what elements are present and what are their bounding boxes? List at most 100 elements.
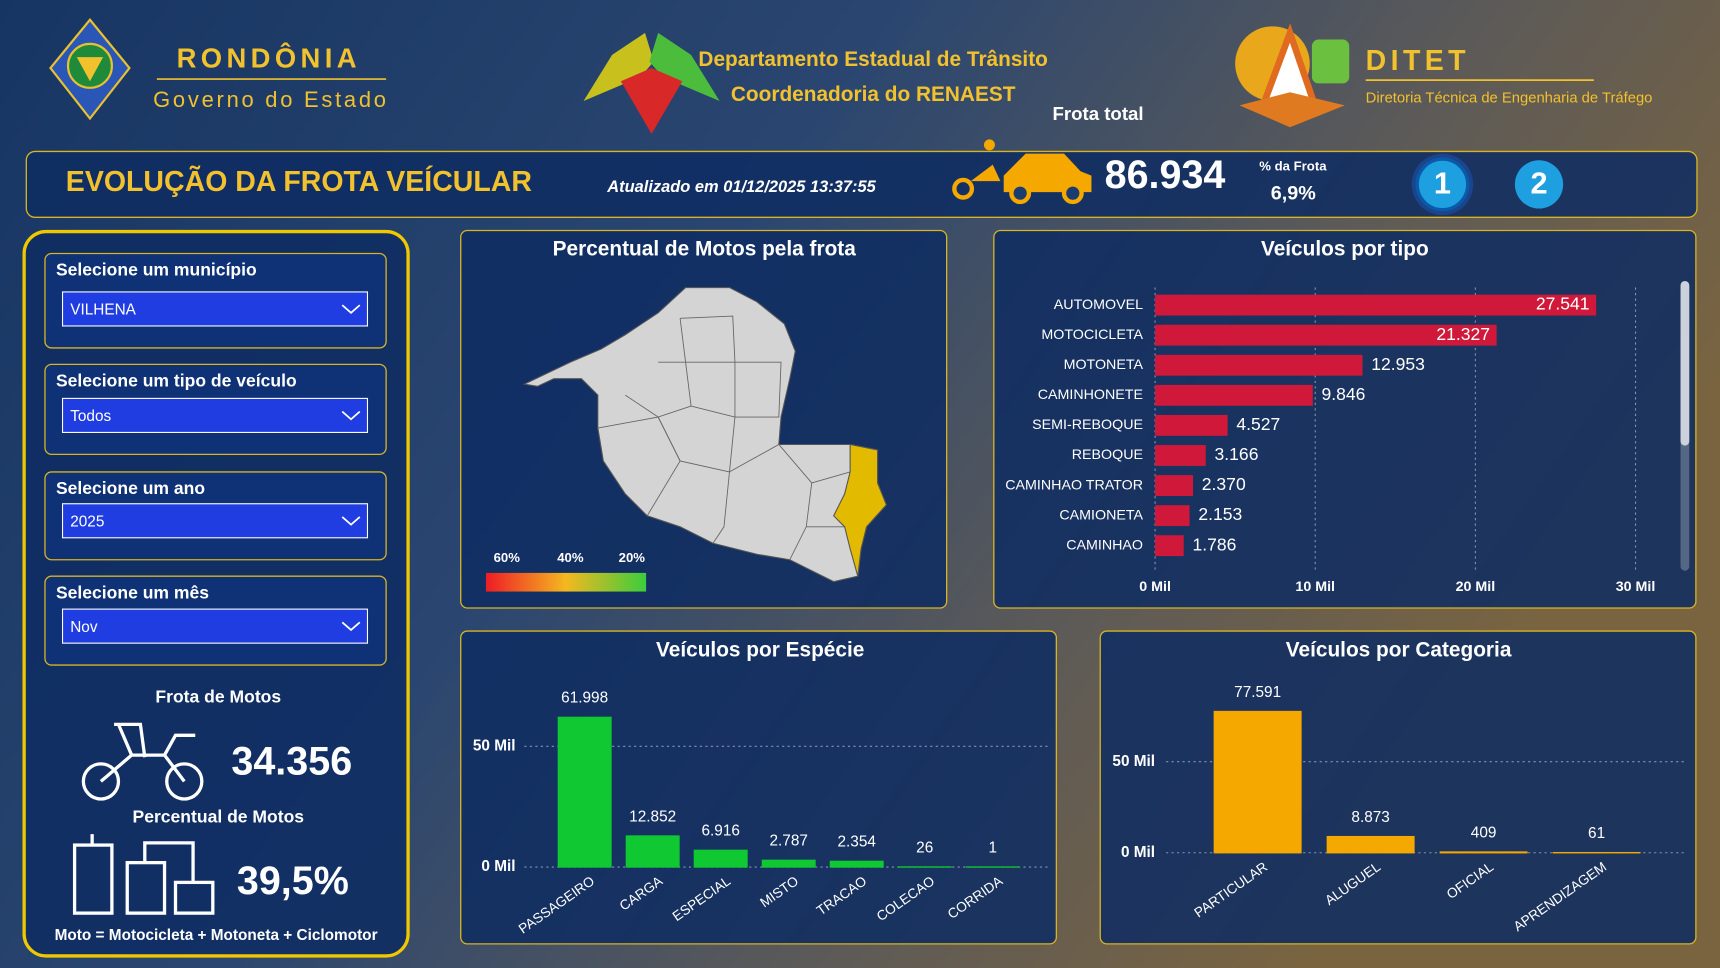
bar (1326, 835, 1415, 854)
chart-title: Veículos por Espécie (656, 638, 864, 661)
category-label: CAMINHONETE (1038, 387, 1143, 403)
page-button-label[interactable]: 2 (1530, 166, 1547, 201)
total-label: Frota total (1052, 103, 1143, 124)
dropdown[interactable] (61, 397, 369, 433)
y-tick-label: 50 Mil (473, 737, 516, 754)
bar (1155, 505, 1190, 527)
value-label: 2.787 (769, 833, 807, 850)
vehicle-icon (952, 139, 1092, 205)
value-label: 8.873 (1351, 809, 1389, 826)
moto-share: 39,5% (237, 859, 349, 903)
bar (1155, 324, 1497, 346)
dropdown-value[interactable]: Nov (70, 619, 98, 636)
x-tick-label: 0 Mil (1139, 579, 1171, 595)
ditet-subtitle: Diretoria Técnica de Engenharia de Tráfe… (1366, 91, 1653, 107)
x-tick-label: 30 Mil (1616, 579, 1656, 595)
bar (1155, 445, 1206, 466)
value-label: 409 (1471, 824, 1497, 841)
dropdown[interactable] (61, 608, 369, 644)
dropdown-arrow[interactable] (341, 516, 361, 526)
total-fleet: 86.934 (1105, 153, 1226, 197)
dropdown-arrow[interactable] (341, 621, 361, 632)
category-label: AUTOMOVEL (1054, 297, 1143, 313)
dropdown-arrow[interactable] (341, 304, 361, 314)
share-label: % da Frota (1259, 158, 1327, 173)
value-label: 1.786 (1192, 534, 1236, 554)
state-emblem (49, 18, 131, 121)
value-label: 9.846 (1322, 384, 1366, 404)
government: Governo do Estado (153, 87, 389, 112)
map-legend-label: 20% (619, 550, 646, 565)
value-label: 26 (916, 839, 933, 856)
detran-logo (583, 32, 720, 134)
category-label: CAMINHAO (1066, 537, 1143, 553)
category-label: SEMI-REBOQUE (1032, 417, 1143, 433)
dropdown[interactable] (61, 291, 369, 327)
value-label: 2.354 (837, 834, 876, 851)
bar (1155, 535, 1184, 557)
category-label: REBOQUE (1072, 447, 1143, 463)
bar (1155, 354, 1363, 376)
coordination: Coordenadoria do RENAEST (731, 83, 1016, 106)
dropdown-arrow[interactable] (341, 410, 361, 421)
dropdown-value[interactable]: 2025 (70, 513, 104, 530)
dropdown-value[interactable]: Todos (70, 408, 111, 425)
bar (1155, 294, 1597, 316)
motorbike-icon (81, 722, 204, 801)
category-label: CAMIONETA (1059, 507, 1143, 523)
podium-icon (72, 834, 215, 915)
value-label: 4.527 (1236, 414, 1280, 434)
value-label: 77.591 (1234, 684, 1281, 701)
bar (1213, 710, 1302, 854)
page-button[interactable] (1415, 157, 1470, 212)
updated-at: Atualizado em 01/12/2025 13:37:55 (606, 178, 876, 196)
bar (1155, 475, 1194, 496)
map-legend-label: 40% (557, 550, 584, 565)
dropdown-value[interactable]: VILHENA (70, 302, 136, 319)
value-label: 12.852 (629, 808, 676, 825)
value-label: 27.541 (1536, 294, 1590, 314)
dropdown[interactable] (61, 503, 369, 539)
bar (1439, 851, 1528, 854)
bar (557, 716, 612, 868)
share-value: 6,9% (1271, 182, 1316, 204)
moto-fleet: 34.356 (231, 739, 352, 783)
banner (25, 150, 1698, 218)
map (522, 286, 887, 583)
scrollbar-thumb[interactable] (1680, 280, 1690, 446)
bar (625, 835, 680, 868)
value-label: 21.327 (1436, 324, 1490, 344)
moto-note: Moto = Motocicleta + Motoneta + Ciclomot… (55, 927, 378, 944)
value-label: 1 (988, 839, 997, 856)
moto-fleet-label: Frota de Motos (155, 687, 281, 707)
map-title: Percentual de Motos pela frota (553, 238, 857, 261)
value-label: 12.953 (1371, 354, 1425, 374)
category-label: MOTOCICLETA (1041, 327, 1143, 343)
state-name: RONDÔNIA (177, 42, 361, 74)
ditet-logo (1235, 23, 1350, 128)
page-button-label[interactable]: 1 (1434, 166, 1451, 201)
bar (1155, 384, 1313, 406)
bar (761, 859, 816, 868)
page-button[interactable] (1514, 160, 1564, 209)
map-legend-label: 60% (494, 550, 521, 565)
value-label: 61.998 (561, 690, 608, 707)
filter-label: Selecione um ano (56, 478, 205, 498)
value-label: 6.916 (701, 823, 739, 840)
value-label: 61 (1588, 825, 1605, 842)
filter-label: Selecione um município (56, 260, 257, 280)
y-tick-label: 50 Mil (1112, 753, 1155, 770)
filter-label: Selecione um tipo de veículo (56, 371, 297, 391)
category-label: MOTONETA (1064, 357, 1144, 373)
category-label: CAMINHAO TRATOR (1005, 477, 1143, 493)
chart-title: Veículos por tipo (1261, 238, 1429, 261)
bar (1155, 414, 1228, 436)
value-label: 2.153 (1198, 504, 1242, 524)
bar (829, 860, 884, 868)
department: Departamento Estadual de Trânsito (698, 48, 1047, 71)
moto-share-label: Percentual de Motos (133, 806, 305, 826)
value-label: 2.370 (1202, 474, 1246, 494)
chart-title: Veículos por Categoria (1286, 638, 1512, 661)
bar (693, 849, 748, 868)
